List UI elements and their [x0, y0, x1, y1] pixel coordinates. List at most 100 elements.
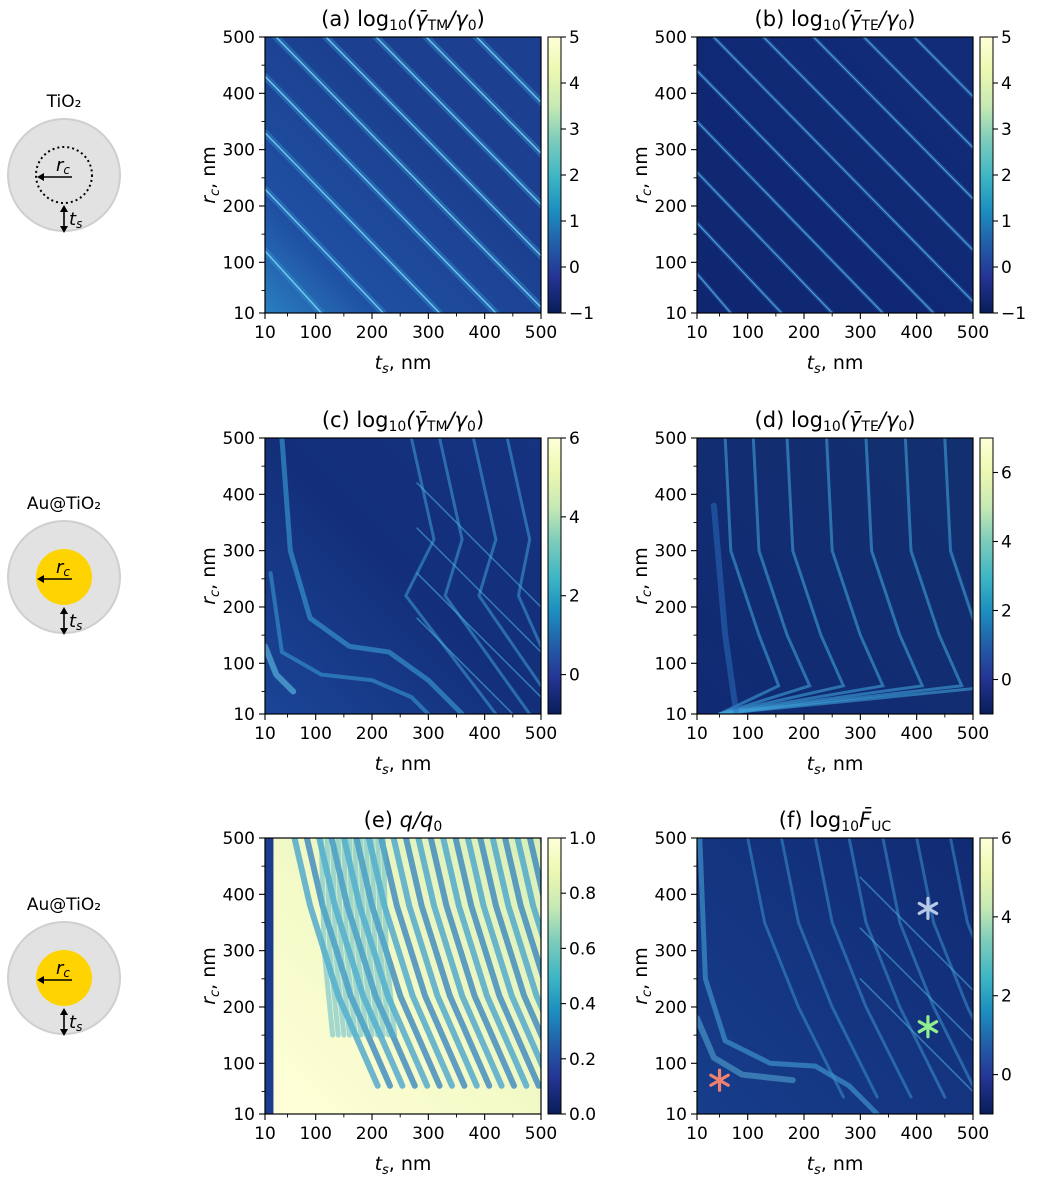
- resonance-ridge: [718, 438, 886, 714]
- panel-title: (d) log10(γ̄TE/γ0): [755, 408, 916, 435]
- y-tick-label: 10: [665, 1105, 687, 1125]
- colorbar-tick-label: 0.0: [569, 1105, 596, 1125]
- schematics: TiO₂ rc ts Au@TiO₂ rc ts Au@TiO₂ rc ts: [7, 92, 121, 1036]
- colorbar-tick-label: 6: [1001, 829, 1012, 849]
- resonance-ridge: [416, 572, 541, 698]
- y-tick-label: 500: [655, 429, 687, 449]
- y-tick-label: 100: [655, 1054, 687, 1074]
- ts-arrow-head-up: [60, 205, 68, 212]
- colorbar-gradient: [979, 36, 994, 314]
- resonance-ridge: [813, 838, 913, 1099]
- resonance-ridge: [378, 838, 468, 1089]
- heatmap-f: [697, 838, 973, 1114]
- x-tick-label: 500: [957, 724, 989, 744]
- ts-label: ts: [69, 209, 82, 231]
- resonance-ridge: [324, 37, 541, 257]
- schematic-2: Au@TiO₂ rc ts: [7, 494, 121, 635]
- star-marker-2: [917, 1015, 939, 1039]
- resonance-ridge: [265, 75, 497, 313]
- x-tick-label: 100: [299, 724, 331, 744]
- resonance-ridge: [375, 37, 541, 206]
- resonance-ridge: [402, 838, 493, 1089]
- resonance-ridge: [427, 838, 517, 1089]
- colorbar-tick-label: 4: [569, 508, 580, 528]
- resonance-ridge: [265, 132, 441, 313]
- svg-text:rc, nm: rc, nm: [198, 146, 223, 204]
- colorbar-tick-label: 0.6: [569, 939, 596, 959]
- y-tick-label: 300: [655, 942, 687, 962]
- colorbar-tick-label: 0: [1001, 1066, 1012, 1086]
- resonance-ridge: [697, 273, 732, 313]
- ts-arrow-head-down: [60, 226, 68, 233]
- colorbar-tick-label: 5: [1001, 28, 1012, 48]
- resonance-ridge: [697, 70, 935, 313]
- rc-label: rc: [56, 557, 70, 579]
- x-tick-label: 400: [468, 1124, 500, 1144]
- resonance-ridge: [847, 838, 947, 1099]
- x-tick-label: 500: [525, 1124, 557, 1144]
- resonance-ridge: [697, 1015, 796, 1084]
- resonance-ridge: [318, 838, 336, 1038]
- panel-title: (b) log10(γ̄TE/γ0): [755, 7, 916, 34]
- y-tick-label: 500: [223, 829, 255, 849]
- ts-arrow-head-up: [60, 607, 68, 614]
- x-tick-label: 100: [731, 323, 763, 343]
- y-tick-label: 400: [223, 885, 255, 905]
- x-tick-label: 400: [900, 724, 932, 744]
- colorbar-gradient: [979, 837, 994, 1115]
- y-tick-label: 400: [655, 84, 687, 104]
- resonance-ridge: [514, 838, 541, 941]
- colorbar-tick-label: 1: [569, 212, 580, 232]
- resonance-ridge: [363, 838, 381, 1038]
- svg-text:rc, nm: rc, nm: [630, 146, 655, 204]
- resonance-ridge: [452, 838, 541, 1089]
- axes-frame: [696, 36, 974, 314]
- resonance-ridge: [275, 37, 541, 309]
- resonance-ridge: [718, 438, 925, 714]
- resonance-ridge: [477, 838, 541, 1042]
- resonance-ridge: [697, 171, 833, 313]
- y-axis-label: rc, nm: [630, 146, 655, 204]
- x-tick-label: 10: [686, 1124, 708, 1144]
- axes-frame: [264, 437, 542, 715]
- ts-label: ts: [69, 611, 82, 633]
- x-tick-label: 200: [788, 323, 820, 343]
- resonance-ridge: [949, 838, 973, 941]
- resonance-ridge: [390, 838, 480, 1089]
- colorbar-tick-label: 0: [1001, 671, 1012, 691]
- x-tick-label: 500: [525, 724, 557, 744]
- y-tick-label: 400: [655, 485, 687, 505]
- y-tick-label: 100: [655, 253, 687, 273]
- resonance-ridge: [718, 438, 781, 714]
- resonance-ridge: [746, 838, 845, 1099]
- y-axis-label: rc, nm: [630, 947, 655, 1005]
- resonance-ridge: [762, 37, 973, 251]
- y-tick-label: 400: [655, 885, 687, 905]
- svg-text:rc, nm: rc, nm: [198, 947, 223, 1005]
- x-axis-label: ts, nm: [375, 352, 432, 377]
- resonance-ridge: [279, 438, 465, 714]
- panel-d: 10 100 200 300 400 500 10 100 200 300 400 500 ts, nm…: [630, 408, 1012, 778]
- x-tick-label: 300: [412, 724, 444, 744]
- y-tick-label: 10: [233, 1105, 255, 1125]
- panel-f: 10 100 200 300 400 500 10 100 200 300 400 500 ts, nm…: [630, 807, 1012, 1177]
- x-tick-label: 10: [254, 323, 276, 343]
- axes-frame: [696, 437, 974, 715]
- resonance-ridge: [712, 37, 973, 303]
- resonance-ridge: [365, 838, 455, 1089]
- y-tick-label: 100: [223, 253, 255, 273]
- resonance-ridge: [380, 838, 398, 1038]
- colorbar-tick-label: 1.0: [569, 829, 596, 849]
- colorbar-tick-label: 2: [569, 587, 580, 607]
- y-tick-label: 300: [655, 141, 687, 161]
- colorbar-tick-label: 5: [569, 28, 580, 48]
- colorbar-tick-label: 4: [1001, 74, 1012, 94]
- colorbar-tick-label: 4: [569, 74, 580, 94]
- x-tick-label: 100: [731, 724, 763, 744]
- y-tick-label: 400: [223, 84, 255, 104]
- colorbar-tick-label: 0: [569, 258, 580, 278]
- x-tick-label: 500: [525, 323, 557, 343]
- resonance-ridge: [464, 838, 541, 1071]
- axes-frame: [264, 837, 542, 1115]
